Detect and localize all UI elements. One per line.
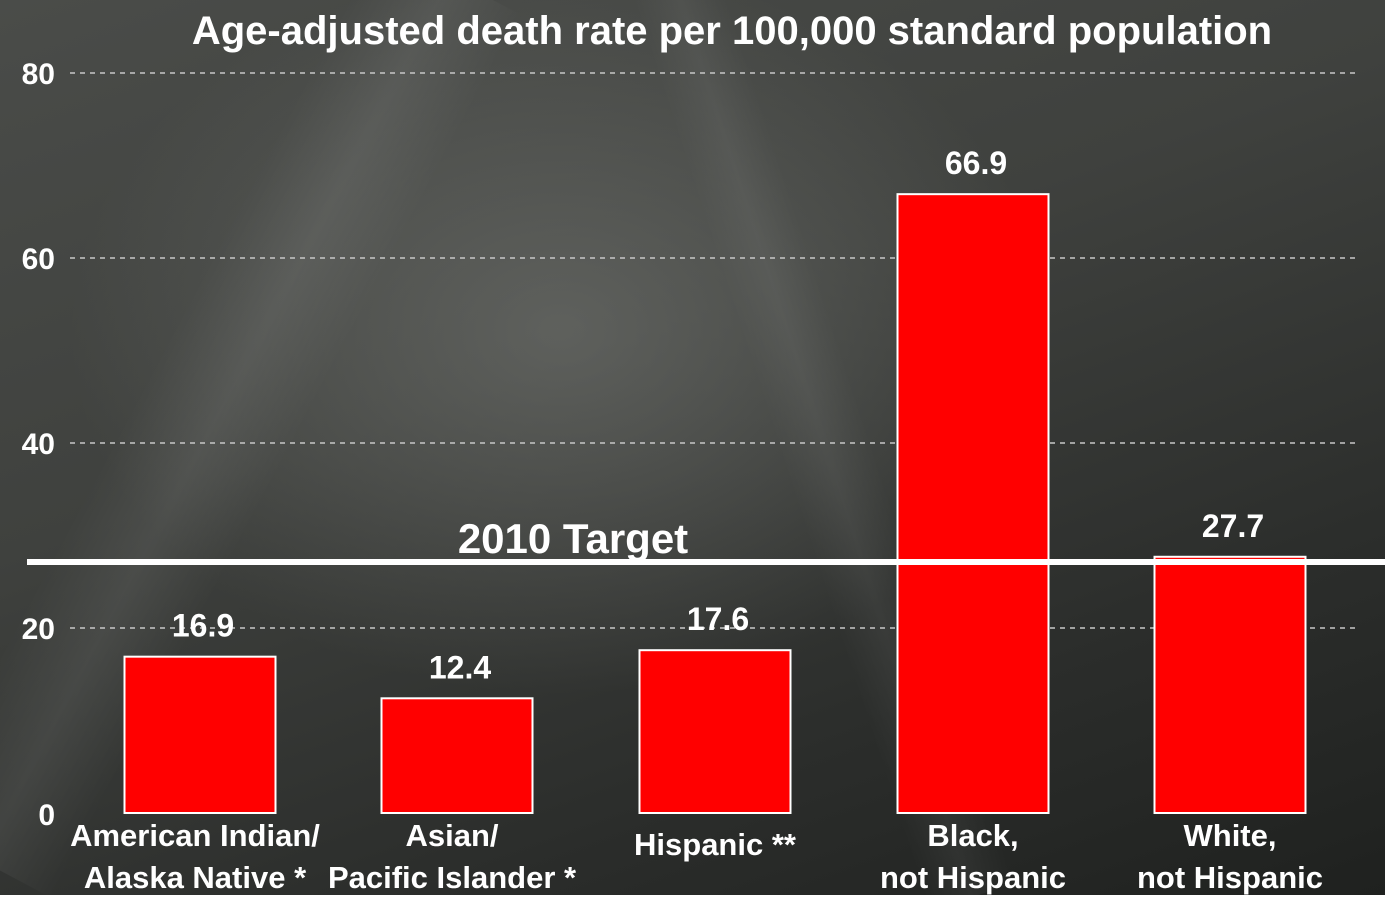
bar-4 [1153, 555, 1307, 815]
value-label-0: 16.9 [172, 608, 234, 644]
value-label-4: 27.7 [1202, 508, 1264, 544]
category-label-3: Black, not Hispanic [880, 818, 1066, 895]
bar-1 [380, 697, 534, 814]
value-label-2: 17.6 [687, 601, 749, 637]
bar-0 [123, 655, 277, 814]
value-label-3: 66.9 [945, 145, 1007, 181]
target-label: 2010 Target [458, 515, 688, 562]
gridlines [70, 72, 1358, 629]
target-marker: 2010 Target [27, 515, 1385, 565]
y-tick-label-80: 80 [22, 58, 55, 91]
y-tick-label-0: 0 [38, 799, 55, 832]
chart-title: Age-adjusted death rate per 100,000 stan… [192, 9, 1272, 53]
y-tick-label-40: 40 [22, 428, 55, 461]
category-labels: American Indian/Alaska Native *Asian/Pac… [70, 818, 1323, 895]
bar-2 [638, 649, 792, 815]
category-label-1: Asian/Pacific Islander * [328, 818, 577, 895]
value-labels: 16.9 12.4 17.6 66.9 27.7 [172, 145, 1264, 685]
y-axis-ticks: 0 20 40 60 80 [22, 58, 55, 832]
y-tick-label-20: 20 [22, 613, 55, 646]
category-label-4: White, not Hispanic [1137, 818, 1323, 895]
bars [123, 193, 1307, 815]
category-label-0: American Indian/Alaska Native * [70, 818, 320, 895]
category-label-2: Hispanic ** [634, 827, 797, 862]
y-tick-label-60: 60 [22, 243, 55, 276]
value-label-1: 12.4 [429, 649, 491, 685]
bar-3 [896, 193, 1050, 815]
